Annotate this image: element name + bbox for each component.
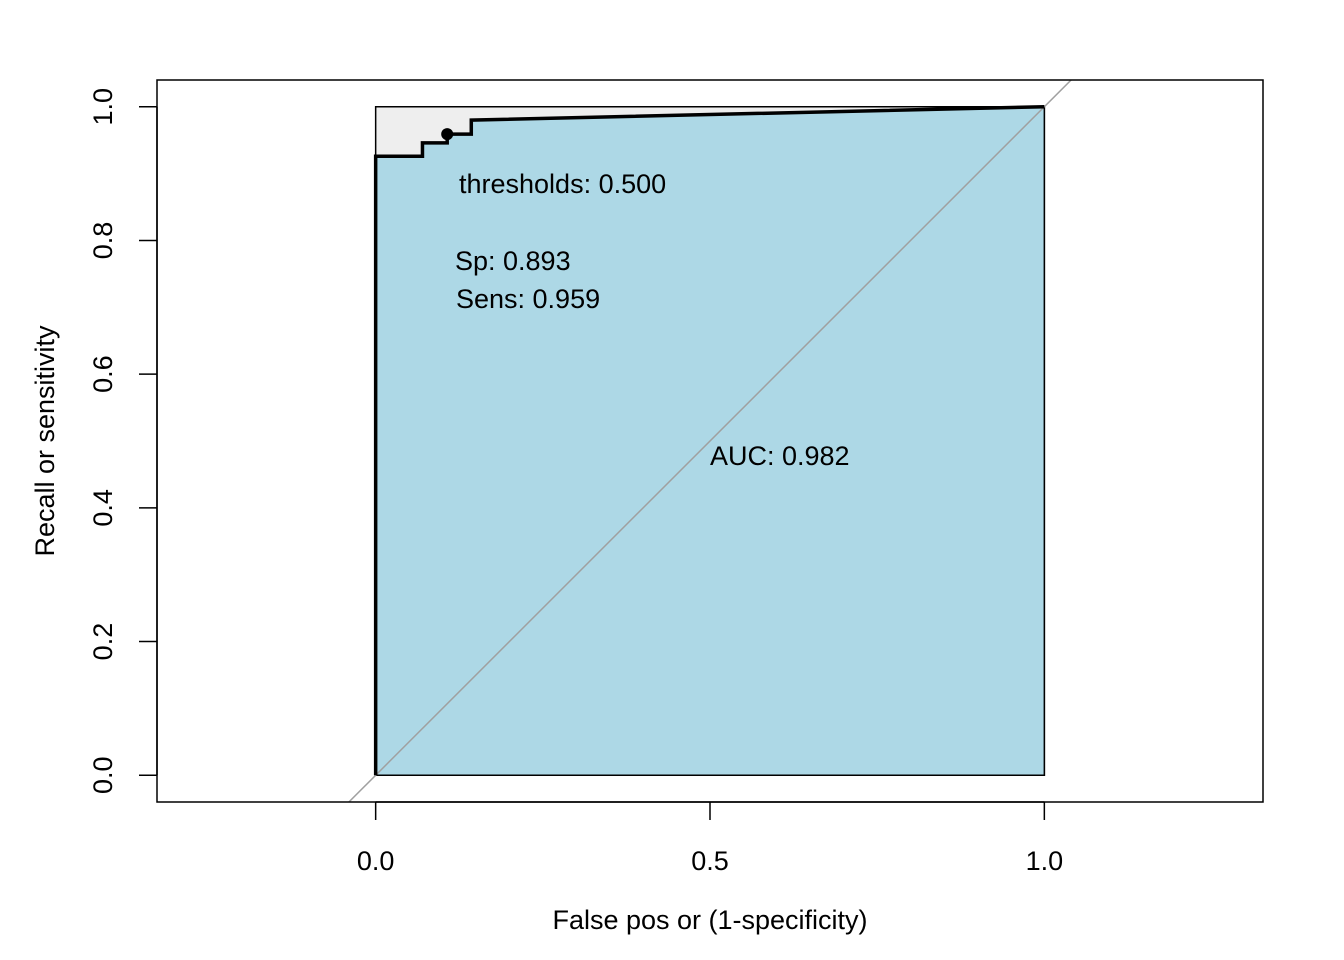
x-tick-label: 0.5: [691, 846, 729, 876]
best-threshold-point: [441, 128, 454, 141]
x-axis-title: False pos or (1-specificity): [552, 905, 867, 935]
x-axis: 0.0 0.5 1.0: [357, 801, 1064, 876]
y-tick-label: 0.6: [88, 355, 118, 393]
y-tick-label: 0.8: [88, 222, 118, 260]
y-tick-label: 0.2: [88, 623, 118, 661]
x-tick-label: 0.0: [357, 846, 395, 876]
roc-curve-line: [373, 104, 1045, 776]
y-tick-label: 1.0: [88, 88, 118, 126]
y-axis-title: Recall or sensitivity: [30, 325, 60, 557]
threshold-annotation: thresholds: 0.500: [459, 169, 666, 199]
y-tick-label: 0.4: [88, 489, 118, 527]
auc-annotation: AUC: 0.982: [710, 441, 850, 471]
chance-diagonal: [347, 80, 1073, 802]
auc-polygon-outline: [375, 106, 1046, 777]
y-tick-label: 0.0: [88, 756, 118, 794]
specificity-annotation: Sp: 0.893: [455, 246, 571, 276]
x-tick-label: 1.0: [1026, 846, 1064, 876]
sensitivity-annotation: Sens: 0.959: [456, 284, 600, 314]
y-axis: 0.0 0.2 0.4 0.6 0.8 1.0: [88, 88, 158, 794]
